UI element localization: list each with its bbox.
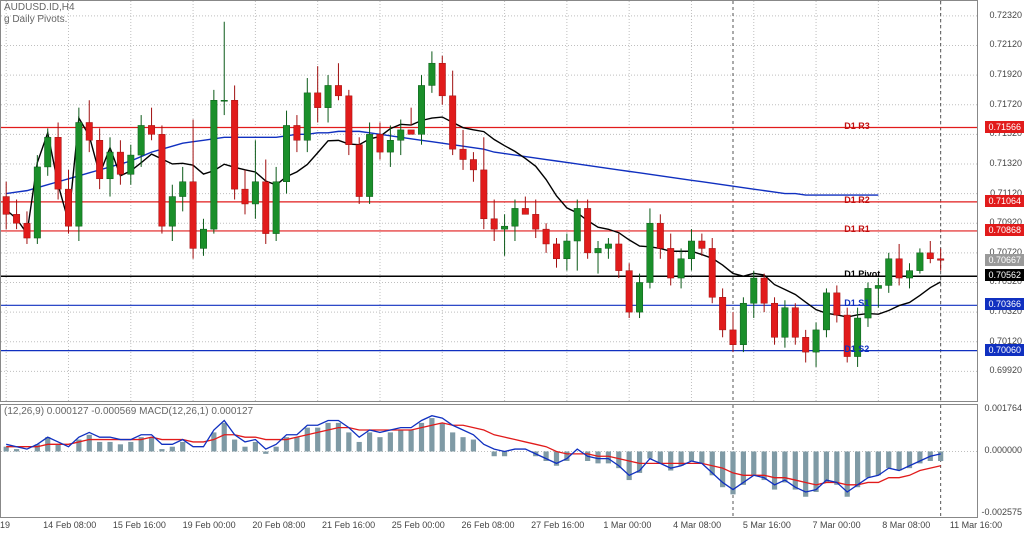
x-tick: 1 Mar 00:00 bbox=[603, 520, 651, 542]
pivot-label: D1 R1 bbox=[844, 224, 870, 234]
current-price-tag: 0.70667 bbox=[985, 254, 1024, 266]
pivot-label: D1 Pivot bbox=[844, 269, 880, 279]
x-tick: 7 Mar 00:00 bbox=[813, 520, 861, 542]
x-tick: 26 Feb 08:00 bbox=[461, 520, 514, 542]
chart-title: AUDUSD.ID,H4 bbox=[4, 2, 75, 13]
x-tick: 21 Feb 16:00 bbox=[322, 520, 375, 542]
x-tick: 4 Mar 08:00 bbox=[673, 520, 721, 542]
x-tick: 11 Mar 16:00 bbox=[950, 520, 1002, 542]
macd-y-tick: -0.002575 bbox=[981, 507, 1022, 517]
price-chart[interactable] bbox=[0, 0, 978, 402]
x-tick: 8 Mar 08:00 bbox=[882, 520, 930, 542]
x-tick: 15 Feb 16:00 bbox=[113, 520, 166, 542]
x-tick: 19 Feb 00:00 bbox=[183, 520, 236, 542]
x-tick: 25 Feb 00:00 bbox=[392, 520, 445, 542]
x-tick: 27 Feb 16:00 bbox=[531, 520, 584, 542]
macd-y-tick: 0.000000 bbox=[984, 445, 1022, 455]
pivot-price-tag: 0.70060 bbox=[985, 344, 1024, 356]
pivot-label: D1 R3 bbox=[844, 121, 870, 131]
pivot-label: D1 S2 bbox=[844, 344, 869, 354]
pivot-price-tag: 0.70366 bbox=[985, 298, 1024, 310]
x-tick: 20 Feb 08:00 bbox=[252, 520, 305, 542]
y-tick: 0.72320 bbox=[989, 10, 1022, 20]
pivot-price-tag: 0.71566 bbox=[985, 121, 1024, 133]
x-tick: 14 Feb 08:00 bbox=[43, 520, 96, 542]
pivot-price-tag: 0.71064 bbox=[985, 195, 1024, 207]
pivot-price-tag: 0.70562 bbox=[985, 269, 1024, 281]
y-tick: 0.69920 bbox=[989, 365, 1022, 375]
x-tick: 5 Mar 16:00 bbox=[743, 520, 791, 542]
y-tick: 0.71920 bbox=[989, 69, 1022, 79]
y-tick: 0.71720 bbox=[989, 99, 1022, 109]
pivot-label: D1 R2 bbox=[844, 195, 870, 205]
macd-label: (12,26,9) 0.000127 -0.000569 MACD(12,26,… bbox=[4, 406, 253, 417]
y-tick: 0.71320 bbox=[989, 158, 1022, 168]
macd-y-tick: 0.001764 bbox=[984, 403, 1022, 413]
y-tick: 0.72120 bbox=[989, 39, 1022, 49]
macd-panel[interactable] bbox=[0, 404, 978, 518]
chart-subtitle: g Daily Pivots. bbox=[4, 14, 67, 25]
pivot-label: D1 S1 bbox=[844, 298, 869, 308]
pivot-price-tag: 0.70868 bbox=[985, 224, 1024, 236]
x-tick: 2019 bbox=[0, 520, 10, 542]
